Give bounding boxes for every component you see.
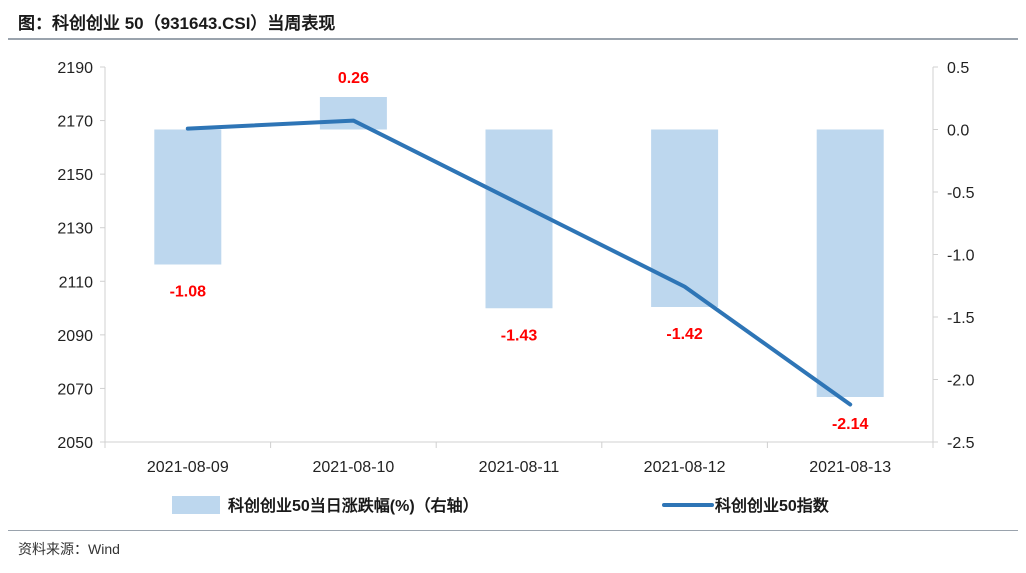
bar-series — [154, 97, 884, 397]
x-tick-label: 2021-08-13 — [809, 459, 891, 476]
bar-data-label: -1.08 — [170, 284, 207, 301]
bar — [485, 129, 553, 309]
left-tick-label: 2130 — [57, 221, 93, 238]
index-line — [185, 118, 853, 407]
x-tick-label: 2021-08-09 — [147, 459, 229, 476]
right-tick-label: 0.5 — [947, 60, 969, 77]
bar-data-label: -1.42 — [666, 326, 703, 343]
left-tick-label: 2150 — [57, 167, 93, 184]
bar — [816, 129, 884, 397]
bar — [651, 129, 719, 307]
x-tick-label: 2021-08-10 — [312, 459, 394, 476]
axes: 2050 2070 2090 2110 2130 2150 2170 2190 -2.5 -2.0… — [57, 60, 974, 476]
bar — [154, 129, 222, 265]
bar-data-label: -1.43 — [501, 327, 538, 344]
bar-data-label: -2.14 — [832, 416, 869, 433]
right-tick-label: -1.0 — [947, 248, 975, 265]
left-tick-label: 2070 — [57, 381, 93, 398]
right-tick-label: -0.5 — [947, 185, 975, 202]
right-tick-label: 0.0 — [947, 123, 969, 140]
right-tick-label: -2.0 — [947, 373, 975, 390]
left-tick-label: 2170 — [57, 114, 93, 131]
legend-bar-label: 科创创业50当日涨跌幅(%)（右轴） — [228, 496, 479, 515]
left-tick-label: 2090 — [57, 328, 93, 345]
x-tick-label: 2021-08-11 — [479, 459, 560, 476]
figure-title: 图：科创创业 50（931643.CSI）当周表现 — [18, 14, 336, 33]
x-tick-label: 2021-08-12 — [644, 459, 726, 476]
left-tick-label: 2110 — [59, 274, 94, 291]
left-tick-label: 2190 — [57, 60, 93, 77]
bar — [319, 97, 387, 130]
right-tick-label: -2.5 — [947, 435, 975, 452]
top-divider — [8, 38, 1018, 40]
bottom-divider — [8, 530, 1018, 531]
data-labels: -1.08 0.26 -1.43 -1.42 -2.14 — [170, 70, 869, 433]
left-tick-label: 2050 — [57, 435, 93, 452]
source-note: 资料来源：Wind — [18, 541, 120, 557]
legend: 科创创业50当日涨跌幅(%)（右轴） 科创创业50指数 — [172, 496, 830, 515]
line-series — [185, 118, 853, 407]
right-tick-label: -1.5 — [947, 310, 975, 327]
bar-data-label: 0.26 — [338, 70, 369, 87]
legend-line-label: 科创创业50指数 — [715, 496, 830, 515]
legend-bar-swatch — [172, 496, 220, 514]
